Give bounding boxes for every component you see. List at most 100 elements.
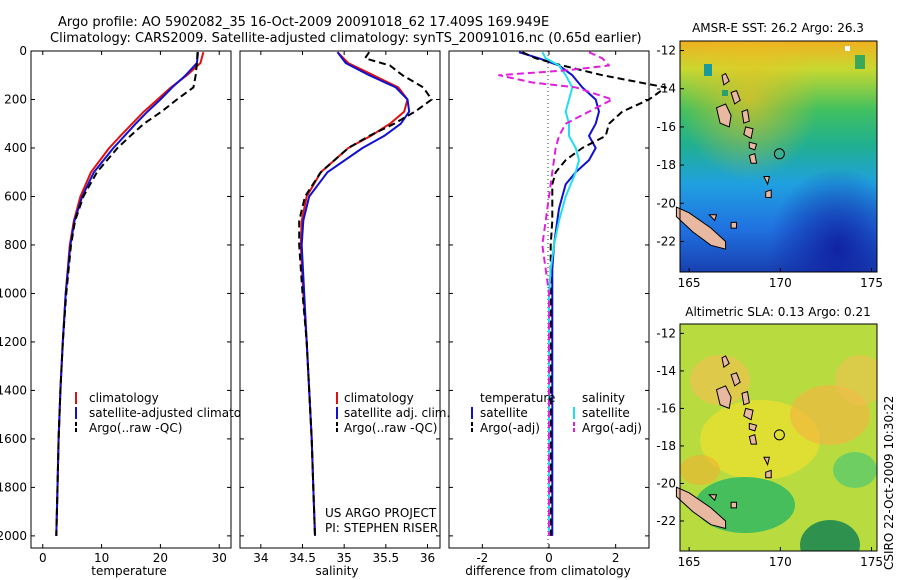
map-y-tick-label: -20: [656, 196, 676, 210]
sst-pixel-patch: [722, 90, 728, 96]
salinity-ticks: 34 34.5 35 35.5 36: [240, 50, 440, 565]
legend-title-temperature: temperature: [480, 391, 555, 405]
island-shape: [708, 494, 718, 502]
x-tick-label: 2: [612, 551, 620, 565]
x-tick-label: 34: [253, 551, 268, 565]
island-shape: [741, 390, 750, 406]
legend-label-sal-satellite: satellite adj. clim.: [344, 406, 450, 420]
legend-label-temp-satellite: satellite: [480, 406, 528, 420]
y-tick-label: 400: [4, 141, 27, 155]
sla-anomaly-patch: [800, 520, 860, 551]
island-shape: [708, 214, 718, 222]
difference-xlabel: difference from climatology: [465, 564, 631, 578]
temperature-ticks: 0 10 20 30 0 200 400 600 800 1000 1200 1400 1600 1800…: [0, 44, 231, 565]
legend-label-sal-argo-diff: Argo(-adj): [582, 421, 642, 435]
x-tick-label: 34.5: [289, 551, 316, 565]
salinity-xlabel: salinity: [315, 564, 358, 578]
map-y-tick-label: -20: [656, 476, 676, 490]
x-tick-label: 36: [420, 551, 435, 565]
y-tick-label: 1400: [0, 383, 27, 397]
x-tick-label: 35: [337, 551, 352, 565]
series-line-temperature-satellite: [518, 51, 600, 536]
temperature-panel: 0 10 20 30 0 200 400 600 800 1000 1200 1400 1600 1800…: [0, 44, 267, 578]
map-y-tick-label: -12: [656, 326, 676, 340]
sst-pixel-patch: [855, 55, 865, 69]
sla-map-panel: Altimetric SLA: 0.13 Argo: 0.21 165 170 17…: [656, 305, 883, 569]
series-line-temperature-argo-adj: [521, 51, 667, 536]
series-line-argo-raw-qc: [55, 52, 199, 536]
island-shape: [748, 141, 758, 151]
island-shape: [675, 486, 727, 530]
map-x-tick-label: 170: [769, 276, 792, 290]
map-y-tick-label: -18: [656, 158, 676, 172]
sst-pixel-patch: [704, 64, 712, 76]
island-shape: [743, 407, 754, 421]
y-tick-label: 800: [4, 238, 27, 252]
series-line-salinity-argo-adj: [498, 51, 614, 536]
map-y-tick-label: -16: [656, 401, 676, 415]
salinity-lines: [298, 51, 433, 536]
sst-map-title: AMSR-E SST: 26.2 Argo: 26.3: [692, 21, 864, 35]
island-shape: [765, 189, 772, 198]
island-shape: [730, 501, 737, 509]
difference-panel: -2 0 2 difference from climatology tempera…: [448, 50, 667, 578]
figure-title-line1: Argo profile: AO 5902082_35 16-Oct-2009 …: [58, 15, 549, 30]
x-tick-label: -2: [476, 551, 488, 565]
x-tick-label: 20: [153, 551, 168, 565]
sla-anomaly-patch: [835, 355, 877, 405]
island-shape: [715, 103, 732, 128]
sst-missing-pixel: [845, 46, 850, 51]
map-y-tick-label: -14: [656, 364, 676, 378]
argo-location-marker: [773, 429, 785, 441]
island-shape: [765, 469, 772, 479]
island-shape: [748, 422, 758, 432]
salinity-panel: 34 34.5 35 35.5 36 salinity climatology sate…: [239, 50, 450, 578]
map-x-tick-label: 165: [678, 555, 701, 569]
difference-ticks: -2 0 2: [449, 50, 649, 565]
legend-label-sal-satellite-diff: satellite: [582, 406, 630, 420]
sla-map-title: Altimetric SLA: 0.13 Argo: 0.21: [685, 305, 870, 319]
map-x-tick-label: 175: [860, 555, 883, 569]
map-y-tick-label: -18: [656, 439, 676, 453]
legend-label-sal-argo: Argo(..raw -QC): [344, 421, 437, 435]
map-y-tick-label: -16: [656, 120, 676, 134]
sla-anomaly-patch: [680, 455, 720, 485]
temperature-xlabel: temperature: [91, 564, 166, 578]
argo-location-marker: [773, 148, 785, 160]
island-shape: [730, 221, 737, 229]
sst-islands: [675, 72, 772, 250]
map-x-tick-label: 175: [860, 276, 883, 290]
sla-islands: [675, 355, 772, 530]
island-shape: [715, 385, 732, 410]
y-tick-label: 200: [4, 92, 27, 106]
x-tick-label: 0: [545, 551, 553, 565]
island-shape: [741, 109, 750, 124]
sst-map-ticks: 165 170 175 -12 -14 -16 -18 -20 -22: [656, 44, 883, 290]
legend-label-climatology: climatology: [89, 391, 159, 405]
series-line-salinity-satellite: [541, 51, 580, 536]
temperature-lines: [55, 51, 205, 536]
map-x-tick-label: 170: [769, 555, 792, 569]
y-tick-label: 600: [4, 189, 27, 203]
figure-title-line2: Climatology: CARS2009. Satellite-adjuste…: [50, 31, 642, 46]
x-tick-label: 0: [39, 551, 47, 565]
island-shape: [675, 206, 727, 250]
project-annotation-line2: PI: STEPHEN RISER: [325, 521, 438, 535]
legend-title-salinity: salinity: [582, 391, 625, 405]
sla-anomaly-patch: [695, 477, 795, 533]
map-y-tick-label: -12: [656, 44, 676, 58]
sla-map-frame: [679, 323, 878, 552]
y-tick-label: 0: [19, 44, 27, 58]
salinity-axes: [239, 50, 441, 549]
legend-label-temp-argo: Argo(-adj): [480, 421, 540, 435]
y-tick-label: 1200: [0, 335, 27, 349]
csiro-timestamp: CSIRO 22-Oct-2009 10:30:22: [882, 396, 896, 570]
island-shape: [763, 176, 771, 186]
sla-anomaly-patch: [690, 355, 750, 405]
sla-anomaly-patch: [833, 452, 877, 488]
x-tick-label: 10: [94, 551, 109, 565]
sst-map-frame: [679, 40, 878, 273]
island-shape: [721, 72, 730, 86]
difference-lines: [498, 51, 667, 536]
